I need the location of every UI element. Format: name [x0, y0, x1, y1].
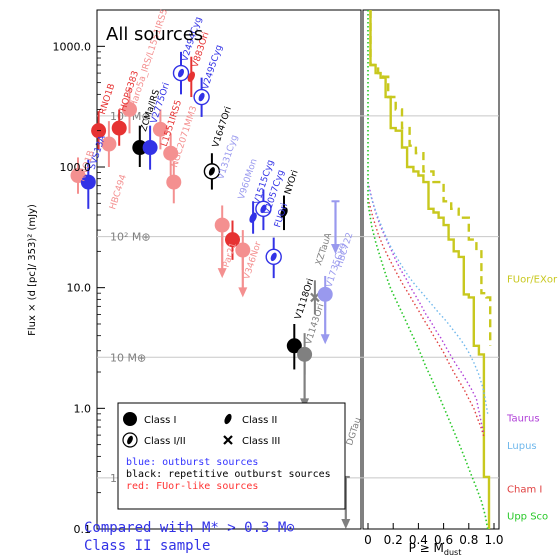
class-I-marker [225, 232, 240, 248]
x-tick-label: 1.0 [484, 533, 503, 547]
series-label: Cham I [507, 485, 542, 496]
class-I-II-marker-core [198, 92, 205, 102]
cdf-series-lupus [367, 185, 489, 415]
x-tick-label: 0.6 [434, 533, 453, 547]
class-I-marker [235, 242, 251, 258]
x-tick-label: 0.8 [459, 533, 478, 547]
y-tick-label: 1000.0 [53, 40, 92, 53]
class-I-marker [152, 121, 168, 137]
legend-class-II-marker [224, 413, 232, 425]
upper-limit-head [238, 287, 248, 298]
caption-line: Compared with M* > 0.3 M⊙ [84, 520, 295, 536]
panel-title: All sources [106, 24, 203, 45]
x-tick-label: 0.2 [384, 533, 403, 547]
cdf-series-cham-i [367, 198, 485, 438]
class-I-marker [214, 217, 230, 233]
y-axis-label: Flux × (d [pc]/ 353)² (mJy) [27, 204, 38, 336]
class-I-II-marker-core [260, 204, 267, 214]
legend-label: Class II [242, 415, 277, 426]
class-I-marker [122, 101, 137, 117]
upper-limit-arrows [217, 200, 351, 529]
upper-limit-head [217, 268, 227, 279]
cumulative-curves: FUor/EXor Taurus Lupus Cham I Upp Sco [367, 10, 558, 530]
caption-line: Class II sample [84, 538, 210, 554]
legend-class-I-marker [123, 412, 137, 426]
legend-label: Class I [144, 415, 176, 426]
x-tick-label: 0.4 [409, 533, 428, 547]
cdf-series-taurus [367, 181, 485, 434]
axes: 0.1 1.0 10.0 100.0 1000.0 Flux × (d [pc]/ 353… [27, 9, 504, 557]
mass-reference-label: 10 M⊕ [110, 351, 146, 364]
class-I-marker [132, 140, 148, 156]
source-markers [70, 64, 333, 362]
upper-limit-head [320, 334, 330, 345]
y-tick-label: 1.0 [74, 402, 92, 415]
class-I-marker [101, 136, 117, 152]
x-axis-label: P ≥ Mdust [409, 541, 462, 557]
class-I-marker [317, 286, 333, 302]
series-label: Upp Sco [507, 511, 548, 522]
legend-note: red: FUor-like sources [126, 481, 258, 492]
annotations: All sources Compared with M* > 0.3 M⊙ Clas… [84, 24, 295, 554]
class-I-marker [111, 120, 127, 136]
legend-class-I-II-core [127, 435, 133, 445]
series-label: Lupus [507, 441, 537, 452]
class-I-II-marker-core [177, 68, 185, 78]
point-label: FUOri [273, 202, 290, 229]
left-panel [96, 9, 362, 530]
left-panel-frame [96, 9, 362, 530]
upper-limit-head [331, 244, 340, 255]
point-label: HBC494 [108, 173, 129, 211]
legend-note: black: repetitive outburst sources [126, 469, 331, 480]
legend-label: Class III [242, 436, 280, 447]
class-I-marker [142, 140, 158, 156]
point-label: Par21 [222, 241, 239, 269]
legend: Class I Class II Class I/II Class III blue: … [117, 402, 346, 510]
class-I-marker [80, 174, 96, 190]
right-panel [362, 9, 500, 530]
class-II-marker [187, 71, 196, 82]
y-tick-label: 0.1 [74, 523, 92, 536]
cdf-series-upp-sco [367, 10, 489, 530]
class-I-marker [163, 145, 179, 161]
cdf-series-fuor-exor-upper-limits-as-detections- [369, 10, 492, 346]
upper-limit-head [341, 519, 351, 529]
y-tick-label: 10.0 [67, 282, 92, 295]
legend-class-III-marker [223, 435, 233, 445]
right-panel-frame [362, 9, 500, 530]
class-II-marker [280, 207, 288, 218]
class-I-marker [286, 338, 302, 354]
series-label: Taurus [506, 413, 540, 424]
class-I-marker [166, 174, 182, 190]
mass-reference-label: 10² M⊕ [110, 231, 151, 244]
legend-box [117, 402, 346, 510]
legend-note: blue: outburst sources [126, 457, 258, 468]
series-label: FUor/EXor [507, 275, 558, 286]
class-II-marker [249, 212, 257, 223]
x-tick-label: 0 [364, 533, 372, 547]
class-I-II-marker-core [208, 167, 215, 176]
legend-label: Class I/II [144, 436, 186, 447]
class-I-marker [297, 346, 313, 362]
class-III-marker [310, 292, 320, 303]
class-I-II-marker-core [270, 252, 277, 262]
y-tick-label: 100.0 [60, 161, 92, 174]
